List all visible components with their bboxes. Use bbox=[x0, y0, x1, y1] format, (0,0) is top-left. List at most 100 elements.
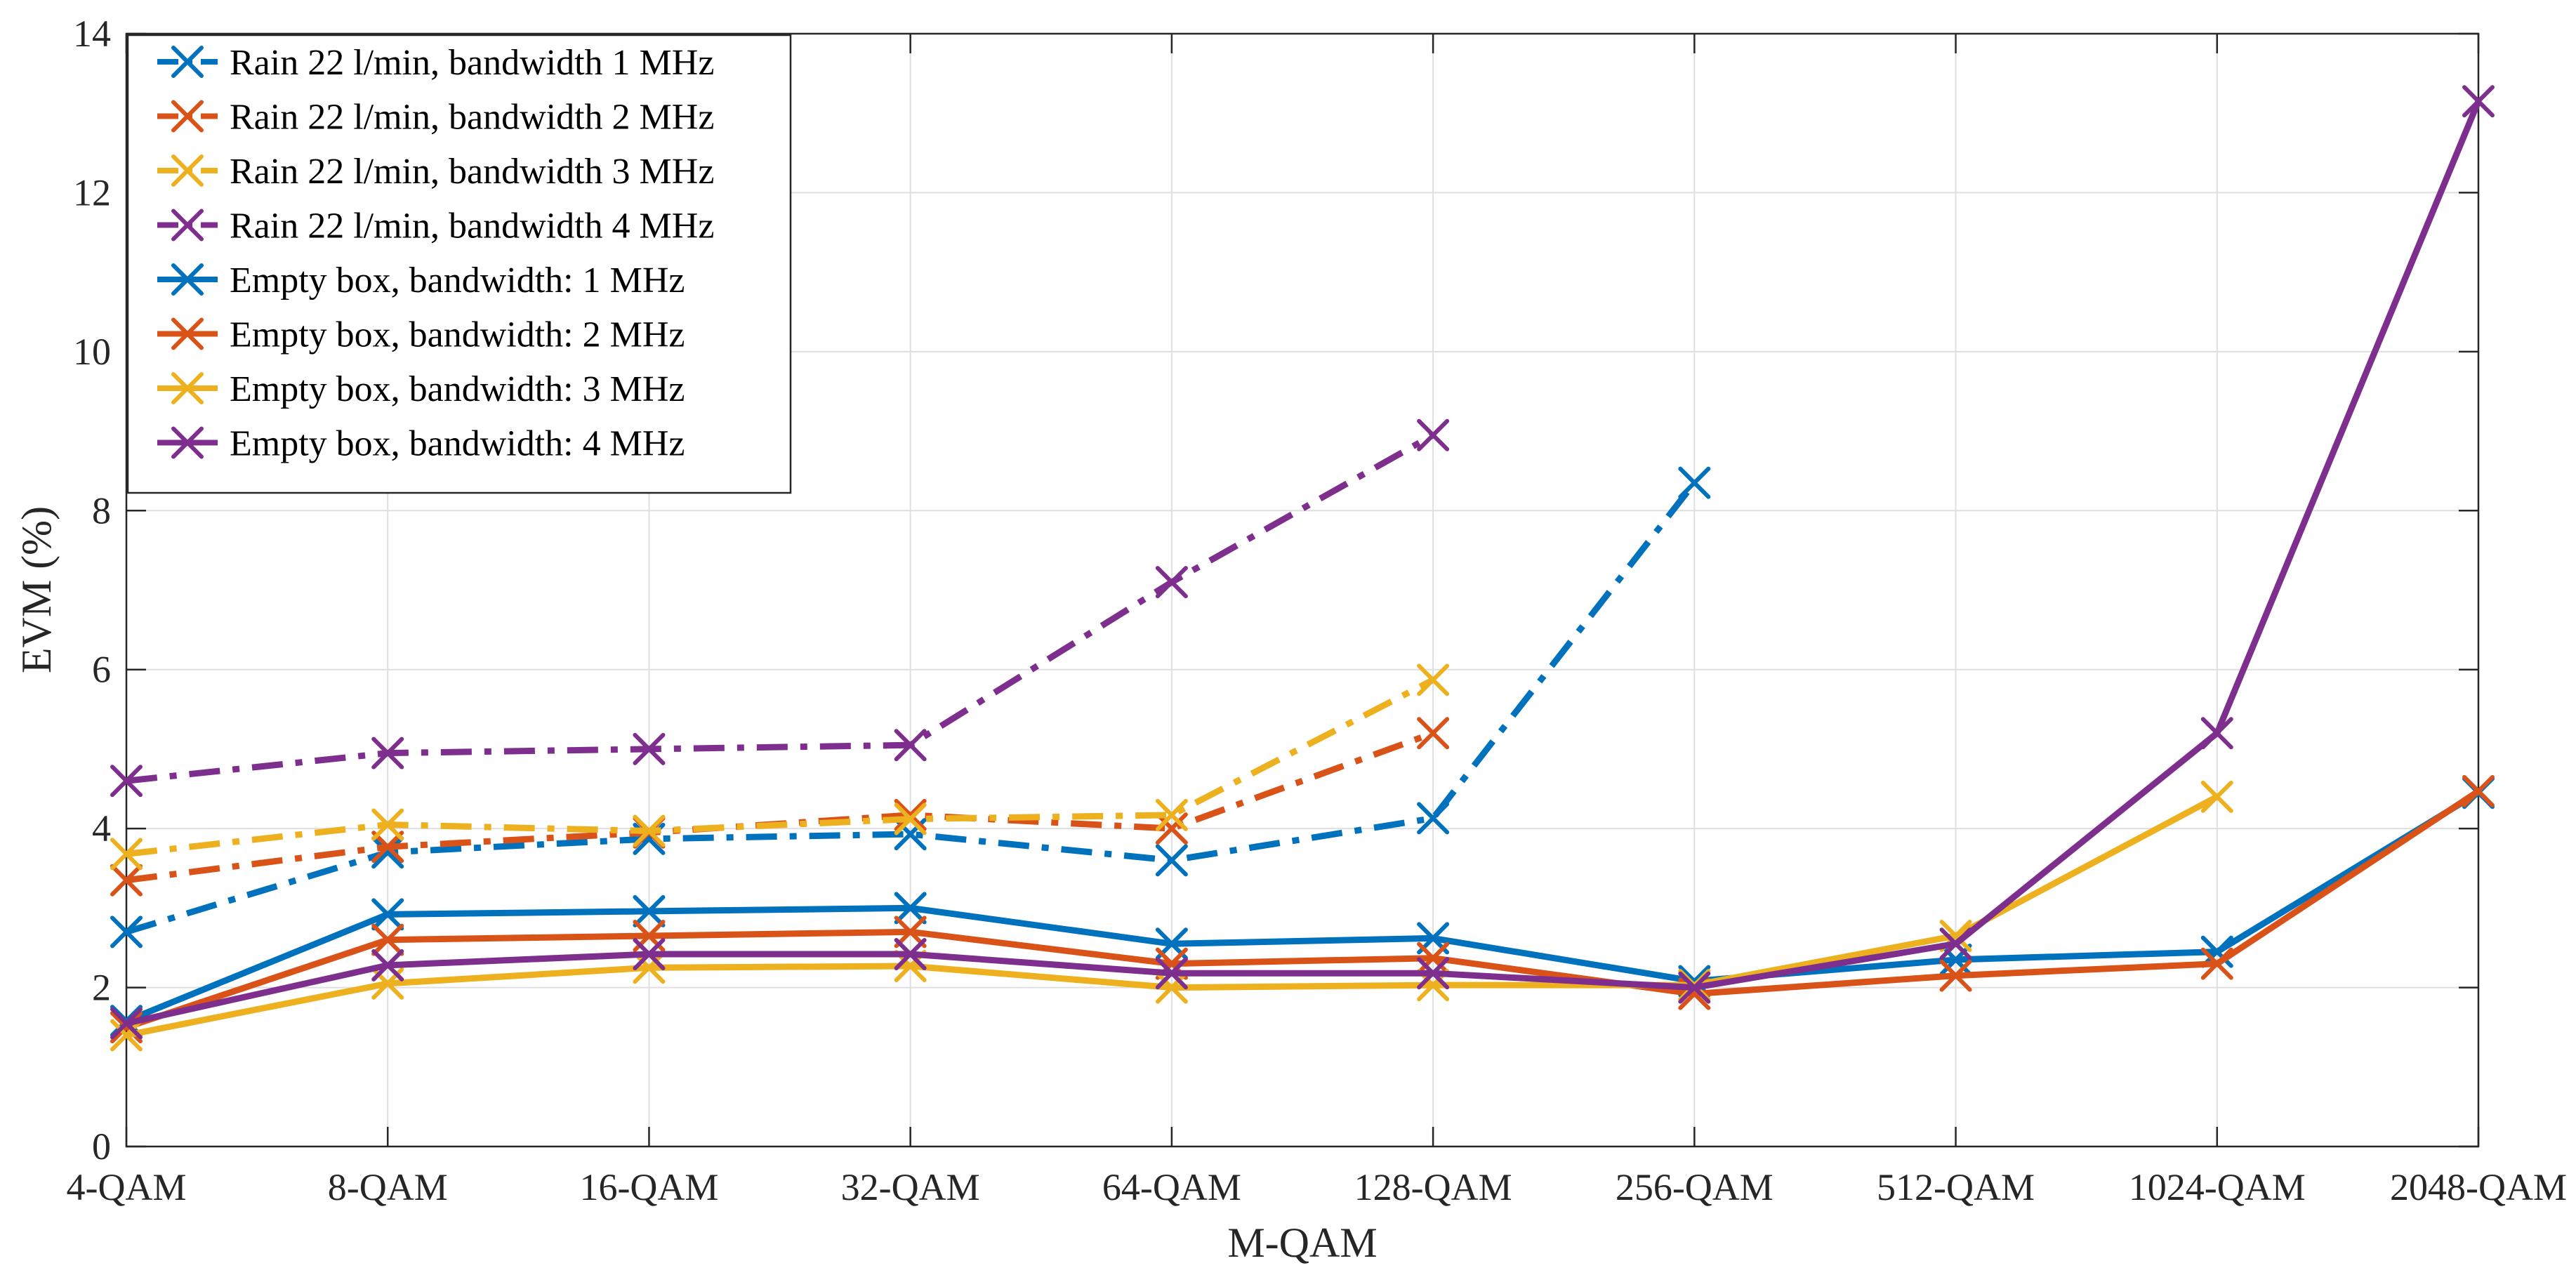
marker-stroke bbox=[110, 1007, 143, 1040]
marker-stroke bbox=[171, 154, 204, 187]
marker-stroke bbox=[2462, 774, 2495, 807]
legend-item: Empty box, bandwidth: 4 MHz bbox=[157, 424, 685, 464]
data-point bbox=[1417, 957, 1450, 990]
data-point bbox=[371, 923, 404, 956]
legend-item: Empty box, bandwidth: 1 MHz bbox=[157, 260, 685, 300]
data-point bbox=[1417, 418, 1450, 451]
marker-stroke bbox=[171, 46, 204, 78]
axes-frame bbox=[125, 32, 2480, 1148]
data-point bbox=[371, 836, 404, 869]
marker-stroke bbox=[110, 1011, 143, 1044]
data-point bbox=[633, 814, 666, 847]
marker-stroke bbox=[371, 831, 404, 864]
series-line bbox=[125, 790, 2481, 1024]
x-tick-label: 2048-QAM bbox=[2390, 1166, 2567, 1208]
y-tick-label: 14 bbox=[73, 13, 111, 55]
marker-stroke bbox=[1417, 717, 1450, 750]
data-point bbox=[1155, 971, 1188, 1004]
marker-stroke bbox=[2200, 947, 2233, 980]
data-point bbox=[110, 916, 143, 949]
marker-stroke bbox=[1155, 957, 1188, 990]
data-point bbox=[1155, 566, 1188, 599]
data-point bbox=[1155, 812, 1188, 845]
marker-stroke bbox=[1417, 802, 1450, 835]
marker-stroke bbox=[894, 802, 927, 835]
y-tick-label: 4 bbox=[92, 807, 111, 850]
x-tick-label: 8-QAM bbox=[328, 1166, 448, 1208]
data-point bbox=[894, 802, 927, 835]
marker-stroke bbox=[1155, 566, 1188, 599]
legend-box bbox=[126, 34, 792, 494]
data-point bbox=[1155, 957, 1188, 990]
data-point bbox=[1939, 959, 1972, 992]
x-tick-label: 64-QAM bbox=[1102, 1166, 1241, 1208]
series-1 bbox=[110, 466, 1711, 949]
marker-stroke bbox=[1939, 927, 1972, 960]
data-point bbox=[371, 949, 404, 982]
marker-stroke bbox=[371, 808, 404, 841]
legend-item: Rain 22 l/min, bandwidth 4 MHz bbox=[157, 206, 714, 246]
data-point bbox=[1155, 798, 1188, 831]
data-point bbox=[894, 729, 927, 762]
marker-stroke bbox=[2462, 85, 2495, 118]
legend-marker bbox=[171, 426, 204, 459]
legend-item: Empty box, bandwidth: 2 MHz bbox=[157, 315, 685, 355]
marker-stroke bbox=[371, 923, 404, 956]
series-line bbox=[125, 788, 2481, 1031]
marker-stroke bbox=[894, 892, 927, 925]
data-point bbox=[894, 892, 927, 925]
x-tick-label: 512-QAM bbox=[1877, 1166, 2035, 1208]
x-tick-label: 32-QAM bbox=[841, 1166, 980, 1208]
marker-stroke bbox=[633, 814, 666, 847]
marker-stroke bbox=[1678, 466, 1711, 499]
y-tick-label: 8 bbox=[92, 489, 111, 531]
legend-label: Empty box, bandwidth: 1 MHz bbox=[230, 260, 685, 300]
data-point bbox=[1678, 971, 1711, 1004]
x-tick-label: 16-QAM bbox=[579, 1166, 718, 1208]
marker-stroke bbox=[894, 916, 927, 949]
legend-item: Rain 22 l/min, bandwidth 2 MHz bbox=[157, 98, 714, 138]
y-tick-label: 12 bbox=[73, 171, 111, 213]
legend-label: Rain 22 l/min, bandwidth 3 MHz bbox=[230, 152, 714, 192]
series-3 bbox=[110, 663, 1450, 871]
marker-stroke bbox=[1155, 844, 1188, 877]
marker-stroke bbox=[1417, 663, 1450, 696]
data-point bbox=[1417, 663, 1450, 696]
marker-stroke bbox=[2200, 717, 2233, 750]
x-axis-label: M-QAM bbox=[1227, 1220, 1377, 1266]
legend-marker bbox=[171, 209, 204, 242]
data-point bbox=[1678, 466, 1711, 499]
marker-stroke bbox=[633, 938, 666, 971]
legend-marker bbox=[171, 317, 204, 350]
data-point bbox=[2462, 85, 2495, 118]
legend-label: Rain 22 l/min, bandwidth 1 MHz bbox=[230, 43, 714, 83]
marker-stroke bbox=[110, 864, 143, 897]
marker-stroke bbox=[894, 798, 927, 831]
legend-label: Rain 22 l/min, bandwidth 4 MHz bbox=[230, 206, 714, 246]
marker-stroke bbox=[110, 916, 143, 949]
data-point bbox=[110, 864, 143, 897]
legend-item: Rain 22 l/min, bandwidth 3 MHz bbox=[157, 152, 714, 192]
series-line bbox=[126, 100, 2482, 1026]
legend: Rain 22 l/min, bandwidth 1 MHz Rain 22 l/… bbox=[126, 34, 792, 494]
legend-marker bbox=[171, 46, 204, 78]
marker-stroke bbox=[1678, 971, 1711, 1004]
marker-stroke bbox=[1155, 971, 1188, 1004]
grid-lines bbox=[126, 34, 2478, 1146]
data-point bbox=[1417, 802, 1450, 835]
marker-stroke bbox=[1939, 959, 1972, 992]
legend-marker bbox=[171, 372, 204, 404]
marker-stroke bbox=[171, 263, 204, 296]
marker-stroke bbox=[171, 317, 204, 350]
marker-stroke bbox=[1417, 418, 1450, 451]
marker-stroke bbox=[371, 836, 404, 869]
marker-stroke bbox=[171, 209, 204, 242]
legend-label: Empty box, bandwidth: 3 MHz bbox=[230, 369, 685, 409]
y-tick-label: 10 bbox=[73, 331, 111, 373]
marker-stroke bbox=[171, 100, 204, 133]
marker-stroke bbox=[371, 949, 404, 982]
data-point bbox=[1417, 941, 1450, 974]
series-8 bbox=[110, 85, 2495, 1040]
marker-stroke bbox=[633, 732, 666, 765]
y-tick-label: 6 bbox=[92, 649, 111, 691]
